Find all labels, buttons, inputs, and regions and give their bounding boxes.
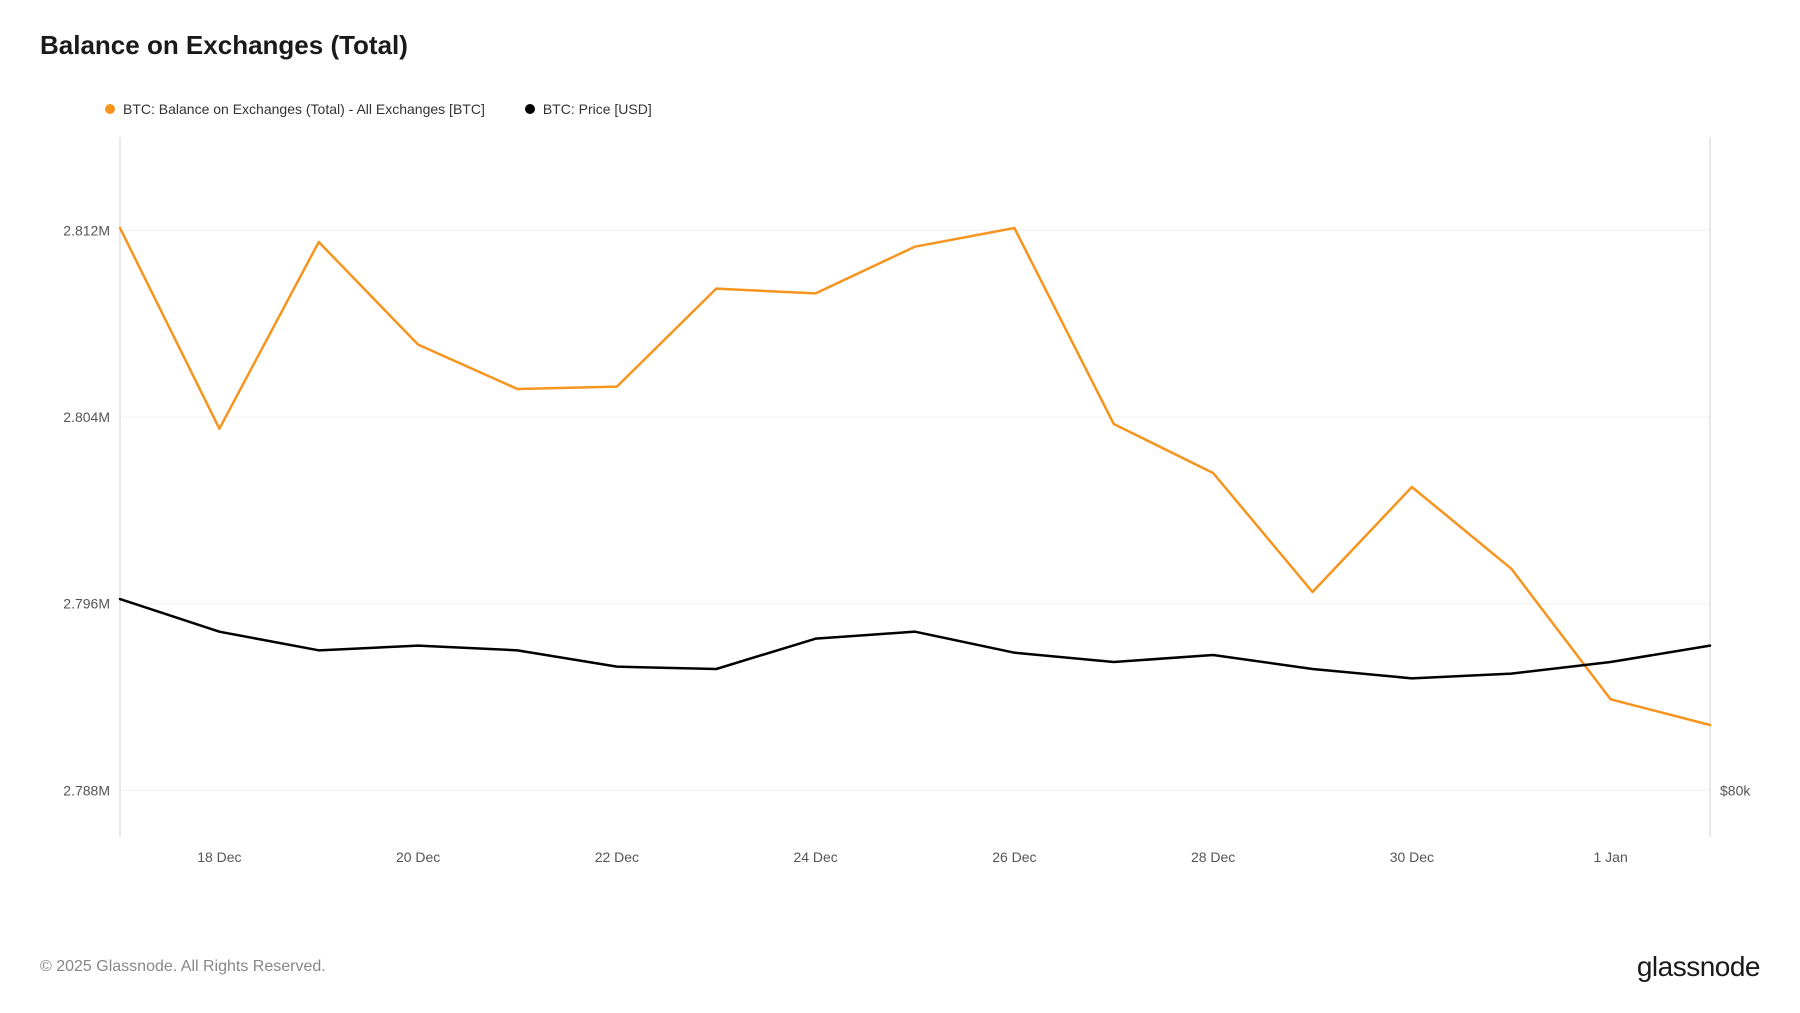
svg-text:18 Dec: 18 Dec: [197, 849, 241, 865]
svg-text:26 Dec: 26 Dec: [992, 849, 1036, 865]
svg-text:1 Jan: 1 Jan: [1594, 849, 1628, 865]
legend-item-balance: BTC: Balance on Exchanges (Total) - All …: [105, 101, 485, 117]
legend-label-balance: BTC: Balance on Exchanges (Total) - All …: [123, 101, 485, 117]
svg-text:30 Dec: 30 Dec: [1390, 849, 1434, 865]
legend-dot-balance: [105, 104, 115, 114]
svg-text:2.804M: 2.804M: [63, 409, 110, 425]
svg-text:22 Dec: 22 Dec: [595, 849, 639, 865]
svg-text:$80k: $80k: [1720, 782, 1751, 798]
legend: BTC: Balance on Exchanges (Total) - All …: [40, 101, 1760, 117]
copyright-text: © 2025 Glassnode. All Rights Reserved.: [40, 958, 326, 976]
chart-area: 2.788M 2.796M 2.804M 2.812M $80k 18 Dec 20 Dec…: [40, 127, 1760, 897]
svg-text:28 Dec: 28 Dec: [1191, 849, 1235, 865]
legend-dot-price: [525, 104, 535, 114]
chart-svg: 2.788M 2.796M 2.804M 2.812M $80k 18 Dec 20 Dec…: [40, 127, 1760, 897]
svg-text:2.788M: 2.788M: [63, 782, 110, 798]
chart-title: Balance on Exchanges (Total): [40, 30, 1760, 61]
svg-text:24 Dec: 24 Dec: [793, 849, 837, 865]
legend-label-price: BTC: Price [USD]: [543, 101, 652, 117]
brand-logo: glassnode: [1637, 951, 1760, 983]
svg-text:2.796M: 2.796M: [63, 596, 110, 612]
footer: © 2025 Glassnode. All Rights Reserved. g…: [40, 951, 1760, 983]
legend-item-price: BTC: Price [USD]: [525, 101, 652, 117]
svg-text:20 Dec: 20 Dec: [396, 849, 440, 865]
svg-text:2.812M: 2.812M: [63, 222, 110, 238]
